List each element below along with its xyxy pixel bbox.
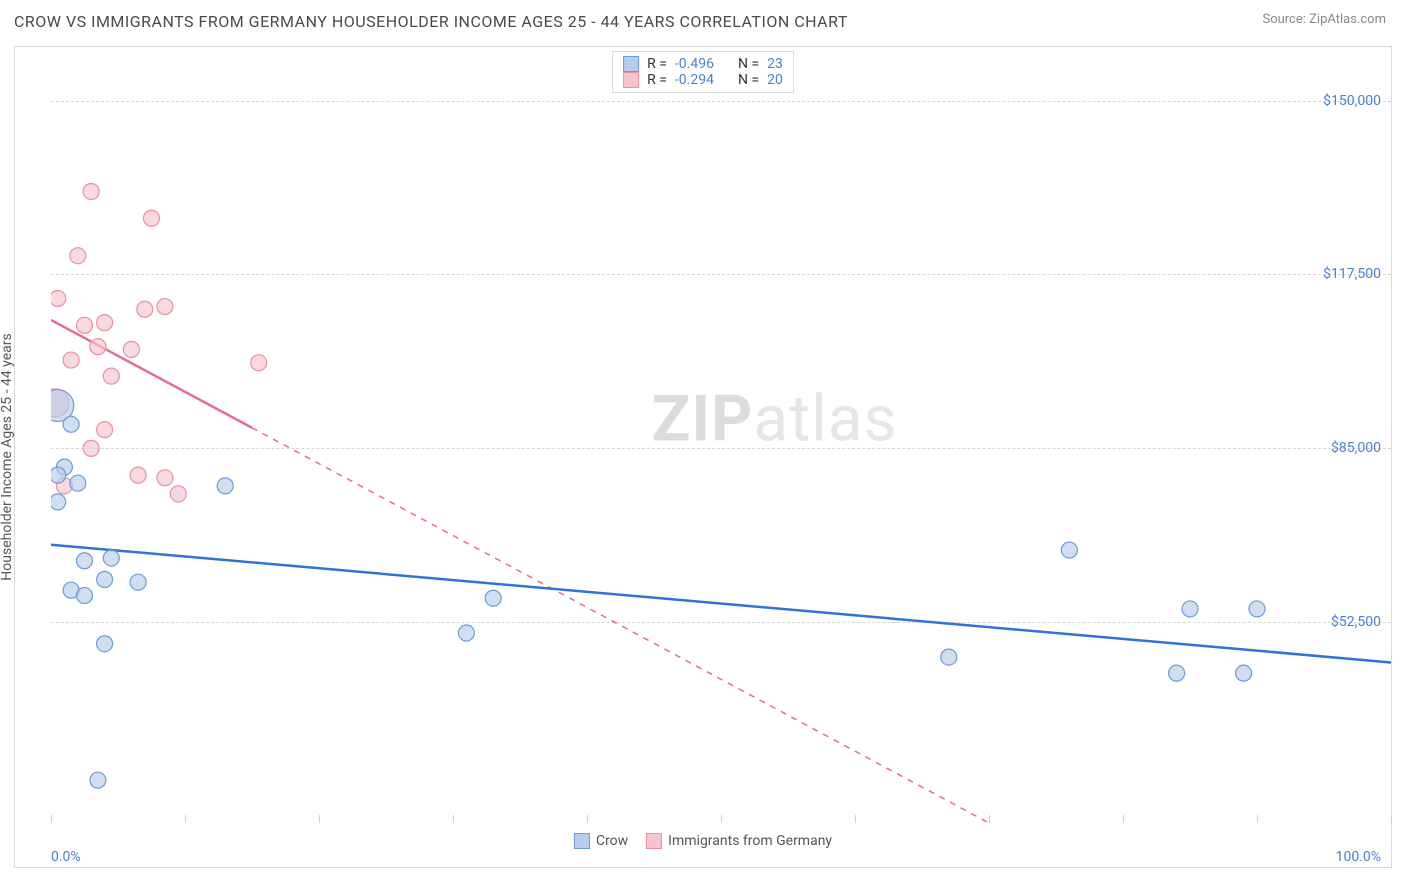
data-point xyxy=(103,550,119,566)
data-point xyxy=(77,553,93,569)
data-point xyxy=(157,299,173,315)
data-point xyxy=(90,772,106,788)
data-point xyxy=(1182,601,1198,617)
data-point xyxy=(90,339,106,355)
data-point xyxy=(51,467,66,483)
data-point xyxy=(123,341,139,357)
data-point xyxy=(170,486,186,502)
source-label: Source: ZipAtlas.com xyxy=(1262,12,1386,27)
data-point xyxy=(485,590,501,606)
data-point xyxy=(51,291,66,307)
swatch-crow-bottom xyxy=(574,833,590,849)
data-point xyxy=(1061,542,1077,558)
data-point xyxy=(130,467,146,483)
legend-item-crow: Crow xyxy=(574,833,628,849)
data-point xyxy=(251,355,267,371)
data-point xyxy=(77,317,93,333)
legend-series: Crow Immigrants from Germany xyxy=(574,833,832,849)
trend-line-solid xyxy=(51,320,252,428)
data-point xyxy=(137,301,153,317)
x-min-label: 0.0% xyxy=(51,849,81,865)
data-point xyxy=(97,636,113,652)
data-point xyxy=(1249,601,1265,617)
data-point xyxy=(458,625,474,641)
r-label: R = xyxy=(647,56,667,72)
plot-area: ZIPatlas $52,500$85,000$117,500$150,000 xyxy=(51,47,1391,823)
data-point xyxy=(83,440,99,456)
x-max-label: 100.0% xyxy=(1336,849,1381,865)
swatch-germany xyxy=(623,72,639,88)
n-label: N = xyxy=(738,56,759,72)
swatch-germany-bottom xyxy=(646,833,662,849)
data-point xyxy=(97,315,113,331)
chart-container: Householder Income Ages 25 - 44 years ZI… xyxy=(14,46,1392,868)
data-point xyxy=(51,494,66,510)
data-point xyxy=(144,210,160,226)
data-point xyxy=(97,571,113,587)
data-point xyxy=(1236,665,1252,681)
legend-item-germany: Immigrants from Germany xyxy=(646,833,832,849)
n-value-germany: 20 xyxy=(767,72,783,88)
data-point xyxy=(941,649,957,665)
trend-line-dashed xyxy=(252,428,989,823)
data-point xyxy=(70,475,86,491)
data-point xyxy=(97,422,113,438)
n-value-crow: 23 xyxy=(767,56,783,72)
data-point xyxy=(1169,665,1185,681)
data-point xyxy=(83,183,99,199)
r-label: R = xyxy=(647,72,667,88)
legend-row-crow: R = -0.496 N = 23 xyxy=(623,56,783,72)
data-point xyxy=(63,352,79,368)
chart-title: CROW VS IMMIGRANTS FROM GERMANY HOUSEHOL… xyxy=(14,12,848,31)
r-value-crow: -0.496 xyxy=(675,56,714,72)
data-point xyxy=(130,574,146,590)
data-point xyxy=(63,416,79,432)
data-point xyxy=(103,368,119,384)
data-point xyxy=(217,478,233,494)
legend-label-crow: Crow xyxy=(596,833,628,849)
n-label: N = xyxy=(738,72,759,88)
legend-row-germany: R = -0.294 N = 20 xyxy=(623,72,783,88)
x-tick xyxy=(1391,815,1392,823)
data-point xyxy=(77,588,93,604)
y-axis-label: Householder Income Ages 25 - 44 years xyxy=(0,333,15,580)
legend-label-germany: Immigrants from Germany xyxy=(668,833,832,849)
data-point xyxy=(70,248,86,264)
swatch-crow xyxy=(623,56,639,72)
data-point xyxy=(157,470,173,486)
plot-svg xyxy=(51,47,1391,823)
r-value-germany: -0.294 xyxy=(675,72,714,88)
legend-correlation: R = -0.496 N = 23 R = -0.294 N = 20 xyxy=(612,51,794,93)
